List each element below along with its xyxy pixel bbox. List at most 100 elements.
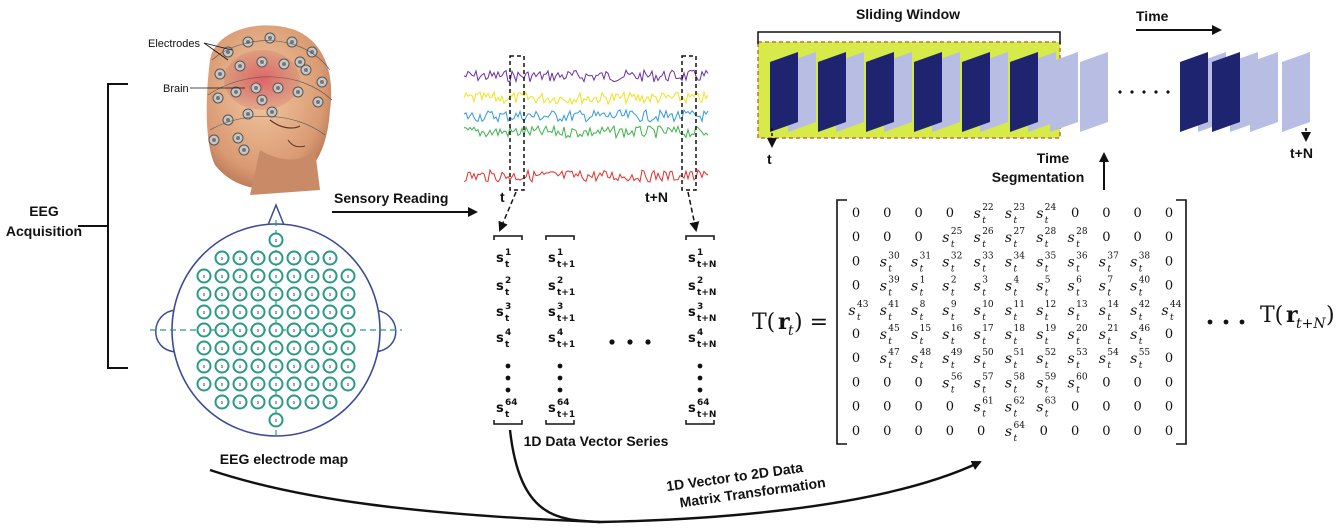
map-electrode-icon xyxy=(232,358,248,374)
svg-text:23: 23 xyxy=(1014,203,1026,213)
map-electrode-icon xyxy=(268,412,284,428)
svg-text:t: t xyxy=(1014,216,1018,226)
svg-text:t+N: t+N xyxy=(697,288,716,298)
svg-text:s: s xyxy=(221,364,224,370)
map-electrode-icon xyxy=(196,376,212,392)
svg-text:r: r xyxy=(778,309,790,335)
svg-text:t: t xyxy=(1045,289,1049,299)
map-electrode-icon xyxy=(286,340,302,356)
map-electrode-icon xyxy=(286,358,302,374)
map-electrode-icon xyxy=(268,358,284,374)
svg-text:38: 38 xyxy=(1139,251,1151,261)
svg-text:s: s xyxy=(203,310,206,316)
matrix-cell: 0 xyxy=(1165,254,1173,269)
matrix-cell: 0 xyxy=(852,351,860,366)
svg-text:33: 33 xyxy=(982,251,994,261)
map-electrode-icon xyxy=(268,340,284,356)
time-t-window xyxy=(509,55,525,191)
brain-label: Brain xyxy=(163,83,189,95)
svg-text:s: s xyxy=(329,346,332,352)
svg-text:t: t xyxy=(951,289,955,299)
svg-text:t: t xyxy=(1045,240,1049,250)
svg-text:s: s xyxy=(239,310,242,316)
map-electrode-icon xyxy=(232,286,248,302)
t-drop-arrow xyxy=(498,191,517,232)
vector-entry: s xyxy=(496,401,504,416)
svg-text:8: 8 xyxy=(920,300,926,310)
electrode-map-label: EEG electrode map xyxy=(220,451,348,467)
svg-text:40: 40 xyxy=(1139,276,1151,286)
svg-text:s: s xyxy=(257,310,260,316)
sliding-window-bracket xyxy=(757,31,1061,44)
matrix-cell: s xyxy=(942,327,949,343)
map-electrode-icon xyxy=(250,394,266,410)
map-electrode-icon xyxy=(286,250,302,266)
svg-text:s: s xyxy=(221,382,224,388)
svg-text:t: t xyxy=(505,288,510,298)
matrix-cell: 0 xyxy=(914,424,922,439)
matrix-cell: s xyxy=(1005,424,1012,440)
svg-text:7: 7 xyxy=(1107,276,1113,286)
vector-entry: s xyxy=(496,305,504,320)
svg-text:32: 32 xyxy=(951,251,962,261)
svg-text:t: t xyxy=(982,264,986,274)
matrix-cell: 0 xyxy=(914,400,922,415)
signal-trace xyxy=(463,108,709,124)
svg-text:64: 64 xyxy=(697,398,710,408)
svg-text:t: t xyxy=(1076,313,1080,323)
svg-text:t: t xyxy=(982,385,986,395)
svg-text:t: t xyxy=(1107,289,1111,299)
svg-text:s: s xyxy=(293,328,296,334)
window-frame xyxy=(914,52,942,132)
svg-text:19: 19 xyxy=(1045,324,1057,334)
svg-text:12: 12 xyxy=(1045,300,1056,310)
svg-text:t: t xyxy=(920,337,924,347)
map-electrode-icon xyxy=(340,322,356,338)
eeg-signal-traces xyxy=(463,68,709,184)
vector-entry: s xyxy=(496,251,504,266)
map-electrode-icon xyxy=(196,358,212,374)
matrix-cell: s xyxy=(942,351,949,367)
svg-text:t+N: t+N xyxy=(697,410,716,420)
svg-text:60: 60 xyxy=(1076,372,1088,382)
data-matrix: 0 0 0 0 s 22t s 23t s 24t 0 0 0 00 0 0 s 25t s 26t s 27t s 28t s… xyxy=(836,199,1187,445)
svg-text:13: 13 xyxy=(1076,300,1088,310)
vector-entry: s xyxy=(548,331,556,346)
electrode-map-diagram: s s s s s s s s s s s s s s s s s s s s s s s s s s s s s s s s s s s s s s s s… xyxy=(150,202,402,440)
svg-text:t+N: t+N xyxy=(697,340,716,350)
svg-text:58: 58 xyxy=(1014,372,1026,382)
svg-text:4: 4 xyxy=(1014,276,1020,286)
matrix-cell: s xyxy=(1099,279,1106,295)
map-electrode-icon xyxy=(232,304,248,320)
window-frame xyxy=(866,52,894,132)
svg-text:s: s xyxy=(257,256,260,262)
map-electrode-icon xyxy=(304,322,320,338)
svg-text:2: 2 xyxy=(505,276,511,286)
map-electrode-icon xyxy=(304,304,320,320)
svg-text:t: t xyxy=(1045,216,1049,226)
matrix-cell: s xyxy=(1068,375,1075,391)
map-electrode-icon xyxy=(214,304,230,320)
map-electrode-icon xyxy=(322,358,338,374)
matrix-cell: s xyxy=(880,351,887,367)
signal-trace xyxy=(463,68,709,84)
svg-text:t+1: t+1 xyxy=(557,314,575,324)
svg-text:25: 25 xyxy=(951,227,963,237)
svg-text:s: s xyxy=(311,364,314,370)
matrix-cell: 0 xyxy=(1102,230,1110,245)
svg-text:s: s xyxy=(221,256,224,262)
svg-text:t: t xyxy=(1045,410,1049,420)
svg-text:s: s xyxy=(275,328,278,334)
svg-text:t: t xyxy=(982,216,986,226)
map-electrode-icon xyxy=(304,268,320,284)
svg-text:44: 44 xyxy=(1170,300,1182,310)
svg-text:t: t xyxy=(1045,337,1049,347)
matrix-cell: s xyxy=(1036,303,1043,319)
svg-text:51: 51 xyxy=(1014,348,1025,358)
svg-text:s: s xyxy=(257,364,260,370)
map-electrode-icon xyxy=(232,268,248,284)
matrix-cell: s xyxy=(1036,230,1043,246)
time-tn-window xyxy=(681,55,697,191)
matrix-cell: 0 xyxy=(883,400,891,415)
matrix-cell: s xyxy=(1005,327,1012,343)
